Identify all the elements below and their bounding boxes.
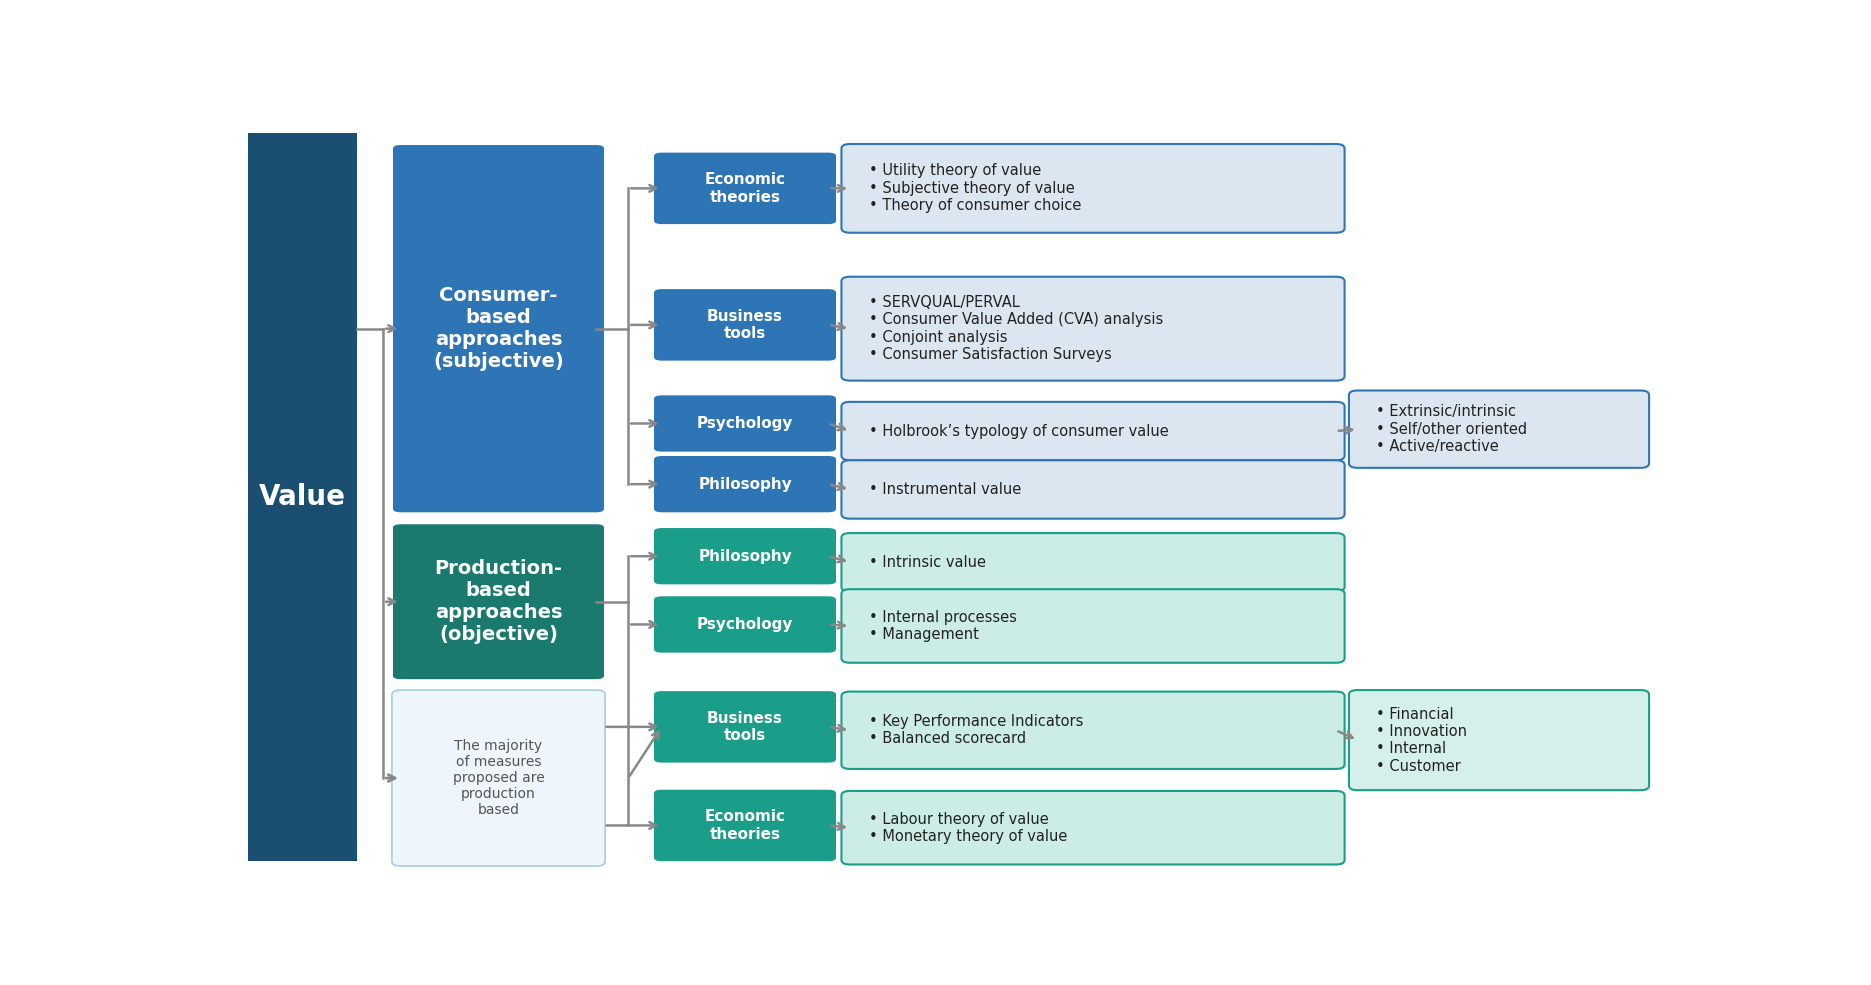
Text: Consumer-
based
approaches
(subjective): Consumer- based approaches (subjective) [432,287,563,371]
Text: • Utility theory of value
• Subjective theory of value
• Theory of consumer choi: • Utility theory of value • Subjective t… [868,164,1081,214]
Text: • Labour theory of value
• Monetary theory of value: • Labour theory of value • Monetary theo… [868,812,1066,844]
FancyBboxPatch shape [391,690,604,866]
FancyBboxPatch shape [653,455,836,513]
Text: • Holbrook’s typology of consumer value: • Holbrook’s typology of consumer value [868,424,1169,438]
Text: Business
tools: Business tools [707,710,782,743]
FancyBboxPatch shape [391,523,604,681]
FancyBboxPatch shape [842,589,1345,663]
FancyBboxPatch shape [842,144,1345,232]
Text: • Extrinsic/intrinsic
• Self/other oriented
• Active/reactive: • Extrinsic/intrinsic • Self/other orien… [1377,404,1527,454]
FancyBboxPatch shape [1349,390,1648,468]
FancyBboxPatch shape [842,533,1345,591]
Text: Psychology: Psychology [696,416,793,431]
FancyBboxPatch shape [842,460,1345,519]
Text: Production-
based
approaches
(objective): Production- based approaches (objective) [434,559,563,644]
FancyBboxPatch shape [1349,690,1648,790]
FancyBboxPatch shape [653,394,836,453]
Bar [249,133,357,862]
Text: • Financial
• Innovation
• Internal
• Customer: • Financial • Innovation • Internal • Cu… [1377,706,1467,774]
Text: Philosophy: Philosophy [698,477,791,492]
FancyBboxPatch shape [653,595,836,654]
Text: Value: Value [260,484,346,511]
FancyBboxPatch shape [653,288,836,361]
FancyBboxPatch shape [391,144,604,513]
Text: • Intrinsic value: • Intrinsic value [868,555,986,569]
Text: • Instrumental value: • Instrumental value [868,482,1022,497]
FancyBboxPatch shape [842,277,1345,380]
FancyBboxPatch shape [842,791,1345,865]
FancyBboxPatch shape [842,691,1345,769]
Text: Philosophy: Philosophy [698,549,791,563]
Text: Business
tools: Business tools [707,308,782,341]
FancyBboxPatch shape [653,690,836,763]
Text: • SERVQUAL/PERVAL
• Consumer Value Added (CVA) analysis
• Conjoint analysis
• Co: • SERVQUAL/PERVAL • Consumer Value Added… [868,296,1164,362]
FancyBboxPatch shape [653,527,836,585]
Text: • Internal processes
• Management: • Internal processes • Management [868,610,1016,642]
Text: Economic
theories: Economic theories [705,810,786,841]
FancyBboxPatch shape [842,402,1345,460]
Text: The majority
of measures
proposed are
production
based: The majority of measures proposed are pr… [453,739,544,818]
Text: Economic
theories: Economic theories [705,172,786,205]
Text: Psychology: Psychology [696,617,793,632]
Text: • Key Performance Indicators
• Balanced scorecard: • Key Performance Indicators • Balanced … [868,714,1083,747]
FancyBboxPatch shape [653,152,836,226]
FancyBboxPatch shape [653,789,836,862]
